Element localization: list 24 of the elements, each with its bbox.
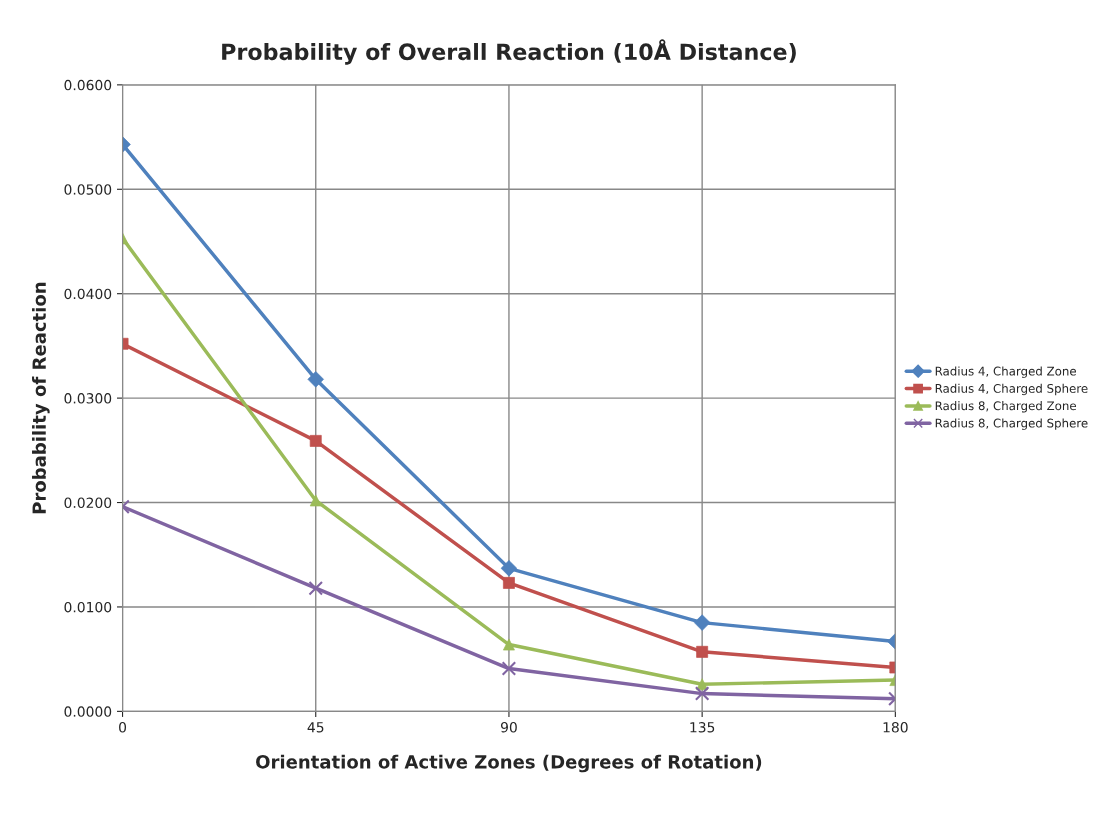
y-tick-label: 0.0200 (64, 497, 112, 508)
legend-label: Radius 8, Charged Sphere (935, 418, 1088, 430)
legend-label: Radius 8, Charged Zone (935, 401, 1077, 413)
x-axis-title: Orientation of Active Zones (Degrees of Rotation) (256, 754, 762, 773)
y-tick-label: 0.0300 (64, 393, 112, 404)
point (501, 661, 517, 676)
x-tick-label: 45 (307, 722, 324, 733)
y-axis-title: Probability of Reaction (32, 282, 50, 514)
point (500, 560, 518, 577)
x-tick-label: 0 (119, 722, 127, 733)
point (308, 580, 324, 596)
x-tick-label: 90 (500, 722, 517, 733)
x-tick-label: 180 (883, 722, 908, 733)
y-tick-label: 0.0000 (64, 706, 112, 717)
y-tick-label: 0.0500 (64, 184, 112, 195)
y-tick-label: 0.0100 (64, 601, 112, 613)
legend-label: Radius 4, Charged Zone (935, 366, 1077, 378)
x-tick-label: 135 (690, 722, 715, 733)
chart-title: Probability of Overall Reaction (10Å Distance) (222, 39, 796, 65)
point (694, 686, 710, 701)
legend-label: Radius 4, Charged Sphere (935, 383, 1088, 396)
y-tick-label: 0.0400 (64, 288, 112, 300)
point (693, 614, 711, 631)
y-tick-label: 0.0600 (64, 79, 112, 91)
